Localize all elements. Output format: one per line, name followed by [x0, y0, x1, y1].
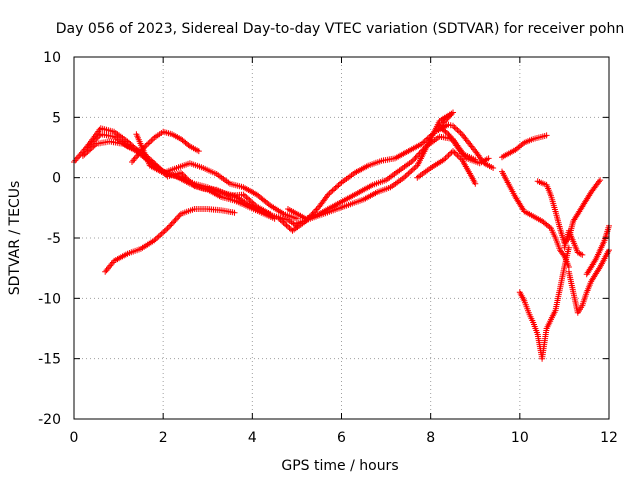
series-track-15 [561, 227, 586, 258]
y-tick-label: 10 [43, 50, 61, 66]
series-track-5 [133, 131, 300, 222]
data-marks [71, 109, 612, 362]
series-markers [516, 244, 572, 362]
y-tick-label: 0 [52, 171, 61, 187]
x-tick-label: 4 [248, 430, 257, 446]
series-track-16 [565, 247, 612, 316]
y-axis-title: SDTVAR / TECUs [7, 181, 23, 296]
x-tick-label: 6 [337, 430, 346, 446]
series-track-9 [293, 109, 479, 227]
series-markers [561, 227, 586, 258]
x-tick-label: 0 [70, 430, 79, 446]
x-axis-title: GPS time / hours [281, 458, 398, 474]
series-track-12 [499, 168, 572, 270]
chart-title: Day 056 of 2023, Sidereal Day-to-day VTE… [56, 21, 624, 37]
series-markers [583, 222, 612, 278]
series-track-13 [516, 244, 572, 362]
x-tick-label: 10 [511, 430, 529, 446]
grid [74, 57, 609, 419]
series-track-6 [102, 206, 238, 275]
y-tick-label: 5 [52, 110, 61, 126]
series-markers [133, 131, 300, 222]
series-track-17 [583, 222, 612, 278]
series-markers [414, 148, 479, 187]
series-markers [499, 132, 550, 161]
series-markers [102, 206, 238, 275]
series-track-11 [499, 132, 550, 161]
axis-ticks: 0 2 4 6 8 10 12 -20 -15 -10 -5 0 5 10 [38, 50, 618, 446]
series-markers [565, 247, 612, 316]
series-markers [499, 168, 572, 270]
x-tick-label: 2 [159, 430, 168, 446]
y-tick-label: -15 [38, 352, 61, 368]
series-track-10 [414, 148, 479, 187]
x-tick-label: 12 [600, 430, 618, 446]
y-tick-label: -10 [38, 291, 61, 307]
x-tick-label: 8 [426, 430, 435, 446]
y-tick-label: -20 [38, 412, 61, 428]
y-tick-label: -5 [47, 231, 61, 247]
series-markers [293, 109, 479, 227]
